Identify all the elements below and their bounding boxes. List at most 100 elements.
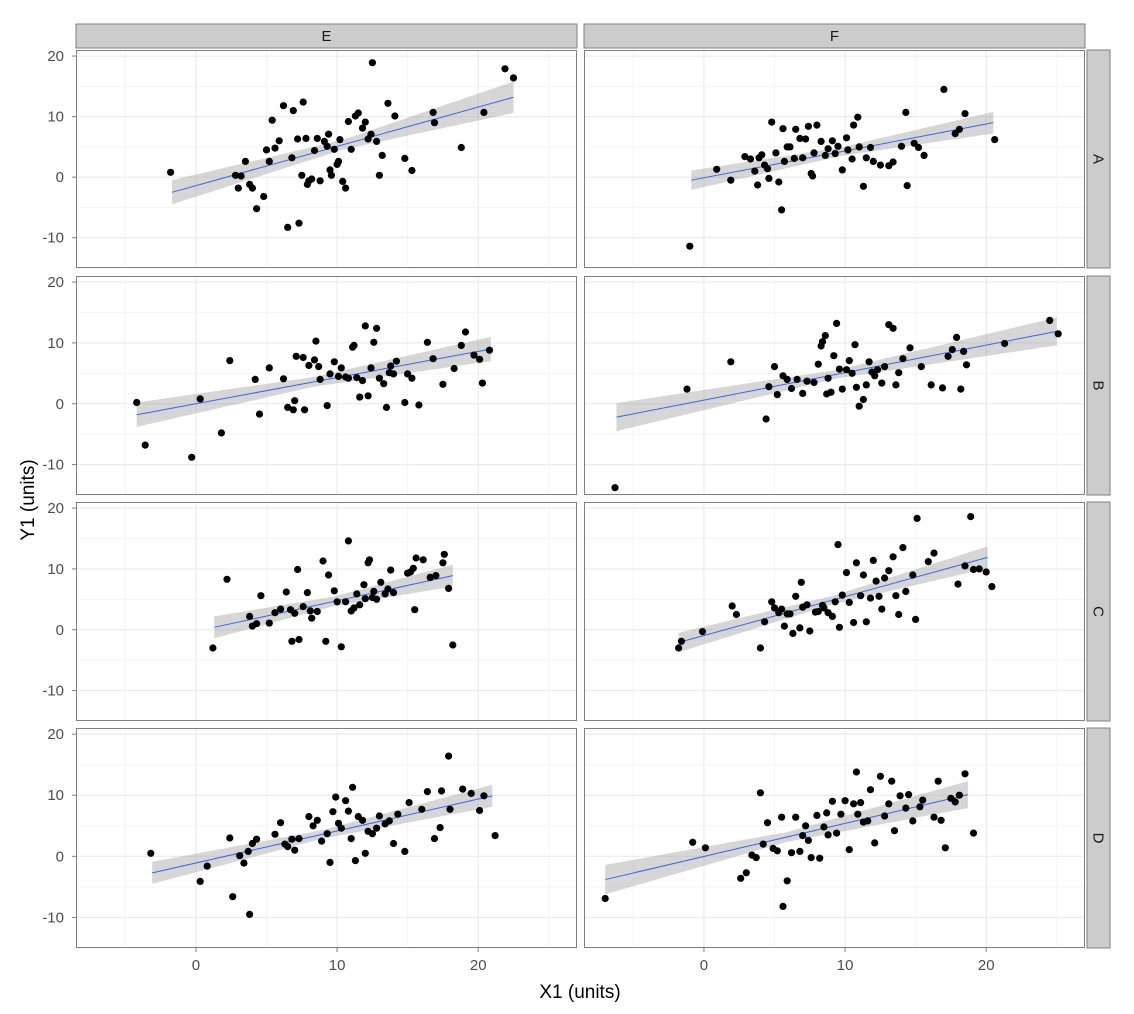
data-point — [384, 99, 392, 107]
data-point — [872, 577, 880, 585]
panel-E-A — [76, 50, 577, 269]
data-point — [899, 355, 907, 363]
data-point — [408, 374, 416, 382]
data-point — [804, 836, 813, 845]
data-point — [727, 176, 735, 184]
data-point — [845, 846, 853, 854]
data-point — [265, 619, 273, 627]
data-point — [289, 107, 297, 115]
data-point — [353, 590, 361, 598]
data-point — [728, 602, 736, 610]
data-point — [737, 874, 745, 882]
panel-border — [584, 50, 1085, 268]
data-point — [432, 572, 440, 580]
data-point — [881, 574, 889, 582]
data-point — [824, 831, 832, 839]
data-point — [892, 592, 900, 600]
data-point — [817, 137, 825, 145]
data-point — [810, 149, 818, 157]
column-strip — [583, 23, 1086, 49]
data-point — [937, 816, 945, 824]
data-point — [955, 125, 964, 133]
data-point — [824, 374, 832, 382]
data-point — [255, 410, 264, 418]
data-point — [288, 154, 296, 162]
data-point — [265, 157, 273, 165]
data-point — [253, 205, 261, 213]
data-point — [411, 606, 419, 614]
data-point — [765, 383, 773, 391]
data-point — [778, 206, 786, 214]
data-point — [960, 347, 968, 355]
data-point — [885, 567, 893, 575]
data-point — [916, 803, 924, 811]
data-point — [445, 752, 453, 760]
data-point — [866, 594, 875, 602]
row-strip-label: D — [1090, 833, 1107, 844]
data-point — [845, 598, 853, 607]
data-point — [361, 322, 369, 330]
data-point — [295, 635, 303, 644]
data-point — [948, 346, 956, 354]
data-point — [439, 559, 447, 567]
x-tick-label: 20 — [470, 957, 487, 974]
data-point — [295, 219, 303, 227]
data-point — [380, 380, 388, 388]
data-point — [470, 351, 478, 359]
y-tick-label: -10 — [42, 909, 64, 926]
data-point — [855, 402, 863, 410]
x-tick-label: 10 — [837, 957, 854, 974]
data-point — [889, 324, 897, 332]
data-point — [303, 589, 311, 597]
data-point — [876, 161, 885, 169]
data-point — [330, 358, 338, 366]
data-point — [793, 375, 801, 383]
data-point — [866, 786, 875, 794]
data-point — [862, 381, 870, 389]
data-point — [991, 136, 999, 144]
data-point — [919, 796, 927, 804]
data-point — [229, 893, 237, 901]
data-point — [196, 395, 204, 403]
data-point — [373, 137, 381, 145]
data-point — [437, 787, 446, 795]
data-point — [768, 598, 776, 606]
data-point — [895, 610, 903, 619]
data-point — [941, 844, 949, 852]
data-point — [480, 108, 488, 116]
data-point — [841, 797, 849, 805]
data-point — [284, 843, 292, 851]
data-point — [375, 374, 383, 382]
data-point — [786, 143, 794, 151]
panel-border — [584, 276, 1085, 495]
data-point — [231, 171, 240, 179]
data-point — [203, 862, 211, 870]
data-point — [741, 153, 749, 161]
data-point — [394, 810, 402, 818]
data-point — [326, 858, 334, 867]
data-point — [308, 175, 316, 183]
data-point — [358, 816, 367, 824]
data-point — [315, 363, 323, 371]
data-point — [298, 171, 306, 179]
data-point — [851, 341, 859, 349]
data-point — [409, 564, 417, 572]
data-point — [336, 136, 344, 144]
data-point — [334, 157, 343, 165]
data-point — [786, 610, 794, 618]
data-point — [758, 151, 766, 159]
data-point — [449, 641, 457, 649]
data-point — [375, 812, 383, 820]
data-point — [835, 623, 844, 631]
data-point — [816, 854, 824, 862]
data-point — [446, 805, 454, 813]
data-point — [334, 372, 343, 380]
y-tick-label: 0 — [56, 169, 64, 186]
data-point — [914, 143, 923, 152]
data-point — [930, 549, 938, 557]
data-point — [683, 385, 691, 393]
panel-border — [584, 728, 1085, 948]
data-point — [773, 391, 781, 399]
data-point — [167, 168, 175, 176]
data-point — [761, 618, 769, 626]
